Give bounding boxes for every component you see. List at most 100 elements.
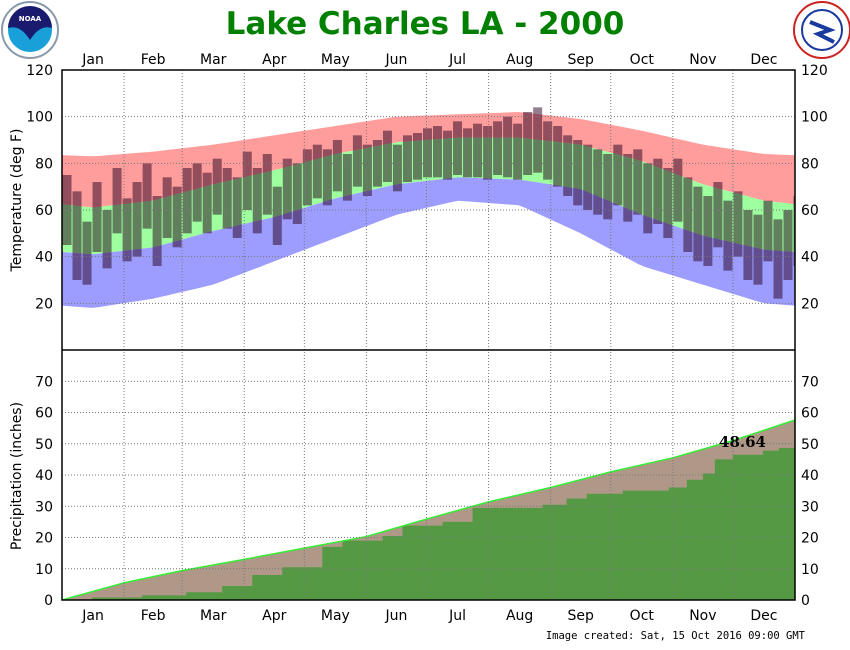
observed-temp-bar [82,221,92,285]
observed-temp-bar [503,116,513,178]
precip-tick-label-right: 60 [801,406,819,422]
temp-tick-label-left: 100 [26,110,53,126]
observed-temp-bar [272,186,282,245]
observed-temp-bar [342,154,352,201]
observed-temp-bar [222,168,232,229]
observed-temp-bar [352,135,362,187]
month-label-top: Nov [689,52,716,68]
month-label-top: Jun [385,52,408,68]
observed-temp-bar [142,163,152,229]
observed-temp-bar [132,182,142,257]
precip-tick-label-right: 20 [801,531,819,547]
precip-tick-label-left: 30 [35,499,53,515]
observed-temp-bar [102,210,112,269]
month-label-bottom: Jun [385,608,408,624]
month-label-top: Jan [81,52,104,68]
image-created-footer: Image created: Sat, 15 Oct 2016 09:00 GM… [546,630,806,642]
observed-temp-bar [322,149,332,206]
observed-temp-bar [683,177,693,252]
observed-temp-bar [533,107,543,173]
month-label-bottom: Jan [81,608,104,624]
observed-temp-bar [422,128,433,178]
month-label-bottom: Dec [750,608,777,624]
plot-frame [61,69,796,601]
precip-tick-label-right: 70 [801,374,819,390]
precip-total-label: 48.64 [719,433,766,451]
month-label-top: Jul [448,52,466,68]
temp-tick-label-left: 20 [35,296,53,312]
temp-tick-label-right: 100 [801,110,828,126]
observed-temp-bar [543,121,553,180]
temp-tick-label-left: 40 [35,250,53,266]
observed-temp-bar [633,149,643,215]
observed-temp-bar [673,158,683,222]
observed-precip-area [62,448,795,600]
temp-tick-label-left: 60 [35,203,53,219]
observed-temp-bar [443,130,453,180]
observed-temp-bar [112,168,122,234]
observed-temp-bar [723,200,733,271]
observed-temp-bar [392,144,402,192]
observed-temp-bar [753,214,763,285]
observed-temp-bar [743,210,753,280]
observed-temp-bar [493,121,503,175]
precip-tick-label-left: 20 [35,531,53,547]
precip-tick-label-right: 50 [801,437,819,453]
temp-tick-label-left: 120 [26,63,53,79]
observed-temp-bar [593,149,603,215]
observed-temp-bar [402,135,412,182]
observed-temp-bar [332,140,342,192]
precip-tick-label-left: 0 [44,593,53,609]
month-label-top: Dec [750,52,777,68]
chart-title: Lake Charles LA - 2000 [226,6,625,42]
noaa-logo: NOAA [1,1,59,59]
observed-temp-bar [312,144,322,199]
observed-temp-bar [262,154,272,215]
precip-tick-label-left: 60 [35,406,53,422]
observed-temp-bar [773,219,783,299]
observed-temp-bar [583,144,593,210]
month-label-top: Apr [262,52,286,68]
precipitation-axis-title: Precipitation (inches) [9,402,25,550]
observed-temp-bar [643,163,653,234]
temperature-axis-title: Temperature (deg F) [9,129,25,273]
precip-tick-label-right: 30 [801,499,819,515]
observed-temp-bar [553,126,563,187]
observed-temp-bar [412,133,422,180]
observed-temp-bar [703,196,713,266]
month-label-top: Feb [141,52,166,68]
observed-temp-bar [433,126,443,178]
month-label-bottom: Mar [200,608,227,624]
precip-tick-label-right: 0 [801,593,810,609]
observed-temp-bar [192,163,202,222]
observed-temp-bar [292,163,302,224]
observed-temp-bar [282,158,292,220]
record-high-band [62,112,795,208]
observed-temp-bar [382,130,392,182]
observed-temp-bar [152,196,162,266]
observed-temp-bar [242,151,252,210]
month-label-bottom: Feb [141,608,166,624]
precip-tick-label-left: 40 [35,468,53,484]
observed-temp-bar [172,186,182,248]
precip-tick-label-left: 50 [35,437,53,453]
nws-logo [793,1,850,59]
precip-tick-label-left: 70 [35,374,53,390]
precip-tick-label-right: 40 [801,468,819,484]
observed-temp-bar [202,172,212,234]
observed-temp-bar [693,186,703,262]
observed-temp-bar [473,123,483,178]
observed-temp-bar [212,158,222,215]
month-label-bottom: Oct [630,608,655,624]
observed-temp-bar [573,140,583,206]
month-label-top: Aug [506,52,533,68]
observed-temp-bar [62,175,72,245]
month-label-bottom: Apr [262,608,286,624]
observed-temp-bar [563,135,573,196]
observed-temp-bar [302,149,312,206]
observed-temp-bar [733,191,743,257]
temp-tick-label-right: 20 [801,296,819,312]
observed-temp-bar [783,210,793,280]
observed-temp-bar [72,191,82,280]
